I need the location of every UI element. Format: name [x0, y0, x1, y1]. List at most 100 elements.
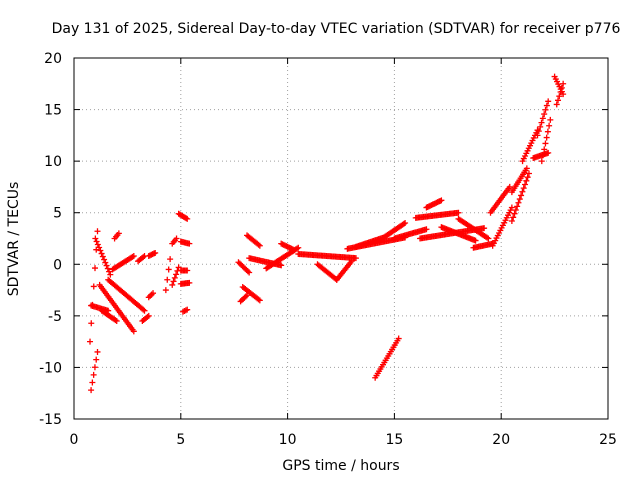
x-tick-label: 15: [385, 432, 403, 448]
grid-layer: [74, 58, 608, 419]
data-point: [169, 281, 176, 288]
data-point: [96, 244, 103, 251]
y-tick-label: -15: [39, 412, 62, 428]
data-point: [544, 128, 551, 135]
x-tick-label: 25: [599, 432, 617, 448]
data-point: [88, 320, 95, 327]
data-point: [525, 170, 532, 177]
data-point: [90, 283, 97, 290]
data-point: [107, 271, 114, 278]
data-point: [472, 237, 479, 244]
data-point: [520, 185, 527, 192]
data-point: [115, 230, 122, 237]
data-point: [508, 217, 515, 224]
data-point: [506, 183, 513, 190]
data-point: [141, 307, 148, 314]
data-point: [255, 296, 262, 303]
data-point: [184, 267, 191, 274]
data-point: [130, 328, 137, 335]
data-point: [560, 80, 567, 87]
data-point: [94, 228, 101, 235]
data-point: [538, 119, 545, 126]
data-point: [514, 203, 521, 210]
data-point: [130, 253, 137, 260]
data-point: [541, 111, 548, 118]
y-tick-label: -10: [39, 360, 62, 376]
data-point: [557, 89, 564, 96]
data-point: [182, 215, 189, 222]
data-point: [352, 255, 359, 262]
data-point: [402, 220, 409, 227]
data-point: [167, 256, 174, 263]
data-point: [106, 268, 113, 275]
data-point: [547, 116, 554, 123]
data-points: [87, 73, 567, 394]
data-point: [516, 196, 523, 203]
plot-frame: [73, 57, 609, 420]
data-point: [113, 318, 120, 325]
data-point: [522, 181, 529, 188]
data-point: [140, 306, 147, 313]
data-point: [182, 307, 189, 314]
data-point: [543, 102, 550, 109]
data-point: [164, 276, 171, 283]
data-point: [242, 293, 249, 300]
data-point: [553, 101, 560, 108]
data-point: [256, 297, 263, 304]
data-point: [92, 235, 99, 242]
data-point: [102, 259, 109, 266]
data-point: [515, 199, 522, 206]
data-point: [423, 226, 430, 233]
data-point: [94, 241, 101, 248]
data-point: [90, 371, 97, 378]
data-point: [400, 220, 407, 227]
data-point: [93, 238, 100, 245]
data-point: [112, 317, 119, 324]
y-tick-label: -5: [48, 309, 62, 325]
data-point: [145, 312, 152, 319]
y-tick-label: 15: [44, 103, 62, 119]
data-point: [395, 335, 402, 342]
data-point: [186, 279, 193, 286]
x-axis-label: GPS time / hours: [282, 458, 399, 474]
data-point: [184, 215, 191, 222]
x-tick-label: 5: [176, 432, 185, 448]
data-point: [558, 84, 565, 91]
data-point: [540, 152, 547, 159]
data-point: [89, 379, 96, 386]
data-point: [523, 177, 530, 184]
data-point: [145, 294, 152, 301]
data-point: [542, 140, 549, 147]
data-point: [485, 235, 492, 242]
data-point: [291, 246, 298, 253]
data-point: [539, 115, 546, 122]
data-point: [510, 214, 517, 221]
data-point: [543, 134, 550, 141]
x-tick-label: 20: [492, 432, 510, 448]
data-point: [512, 207, 519, 214]
data-point: [524, 174, 531, 181]
data-point: [162, 287, 169, 294]
data-point: [104, 265, 111, 272]
data-point: [171, 274, 178, 281]
tick-layer: [73, 57, 609, 420]
data-point: [173, 235, 180, 242]
data-point: [555, 97, 562, 104]
y-tick-label: 5: [53, 206, 62, 222]
y-tick-label: 20: [44, 51, 62, 67]
data-point: [541, 146, 548, 153]
data-point: [103, 262, 110, 269]
data-point: [246, 269, 253, 276]
data-point: [508, 204, 515, 211]
data-point: [94, 348, 101, 355]
data-point: [152, 249, 159, 256]
y-axis-label: SDTVAR / TECUs: [6, 182, 22, 297]
data-point: [173, 271, 180, 278]
data-point: [150, 290, 157, 297]
data-point: [91, 364, 98, 371]
data-point: [519, 188, 526, 195]
data-point: [537, 123, 544, 130]
data-point: [93, 356, 100, 363]
data-point: [101, 256, 108, 263]
